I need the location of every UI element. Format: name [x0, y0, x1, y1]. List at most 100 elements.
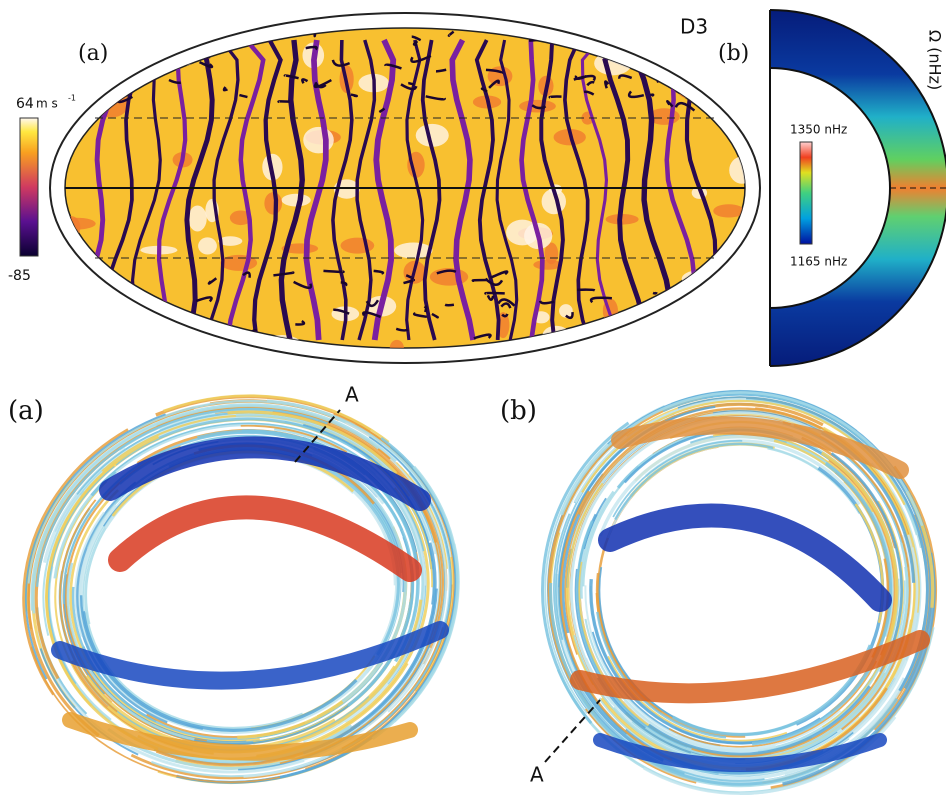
flux-band — [99, 436, 431, 511]
downflow-lane — [423, 305, 428, 313]
field-line — [291, 661, 376, 725]
colorbar — [799, 141, 813, 245]
downflow-lane — [586, 80, 595, 87]
warm-cell — [559, 304, 573, 318]
downflow-lane — [435, 68, 447, 73]
colorbar — [19, 117, 39, 257]
downflow-lane — [484, 291, 505, 295]
downflow-lane — [692, 327, 711, 333]
downflow-lane — [111, 305, 117, 309]
flux-band — [108, 495, 422, 582]
field-line — [27, 399, 347, 584]
field-line — [39, 648, 139, 756]
downflow-lane — [183, 327, 188, 331]
case-label: D3 — [680, 15, 708, 39]
downflow-lane — [604, 80, 610, 89]
field-line — [569, 425, 685, 705]
downflow-lane — [545, 33, 568, 39]
downflow-lane — [737, 268, 745, 275]
downflow-lane — [626, 340, 630, 344]
downflow-lane — [431, 312, 439, 319]
downflow-lane — [701, 343, 708, 348]
warm-cell — [88, 68, 103, 79]
warm-cell — [281, 193, 311, 207]
downflow-lane — [674, 101, 696, 112]
colorbar-max: 1350 nHz — [790, 123, 847, 137]
warm-cell — [506, 219, 539, 246]
downflow-lane — [686, 341, 702, 348]
downflow-lane — [573, 74, 596, 82]
warm-cell — [303, 126, 334, 154]
downflow-lane — [331, 39, 354, 341]
downflow-lane — [355, 39, 377, 341]
downflow-lane — [277, 100, 290, 104]
downflow-lane — [225, 38, 266, 341]
downflow-lane — [618, 74, 633, 80]
field-line — [30, 646, 281, 783]
field-line — [79, 595, 204, 730]
field-line — [584, 585, 841, 750]
flux-band — [62, 712, 418, 761]
warm-cell — [544, 242, 559, 265]
field-line — [614, 442, 774, 521]
warm-cell — [678, 300, 716, 326]
field-line — [668, 660, 878, 748]
downflow-lane — [488, 79, 500, 89]
downflow-lane — [235, 40, 242, 48]
map-border — [49, 12, 761, 364]
field-line — [597, 445, 719, 667]
downflow-lane — [198, 61, 214, 69]
downflow-lane — [449, 38, 476, 341]
downflow-lane — [203, 38, 240, 341]
downflow-lane — [577, 288, 596, 292]
downflow-lane — [384, 63, 402, 70]
downflow-lane — [371, 38, 397, 341]
downflow-lane — [420, 39, 442, 341]
downflow-lane — [278, 39, 305, 341]
downflow-lane — [471, 278, 488, 283]
downflow-lane — [323, 269, 345, 274]
field-line — [595, 592, 663, 714]
field-line — [238, 639, 433, 771]
downflow-lane — [506, 342, 519, 348]
downflow-lane — [489, 270, 509, 279]
downflow-lane — [652, 291, 658, 295]
downflow-lane — [412, 312, 428, 319]
downflow-lane — [565, 312, 574, 320]
downflow-lane — [405, 274, 414, 280]
downflow-lane — [495, 39, 519, 341]
flux-band — [611, 416, 909, 479]
field-line — [541, 421, 630, 725]
warm-cell — [594, 51, 632, 76]
marker: A — [530, 763, 544, 787]
warm-cell — [220, 254, 258, 271]
field-line — [691, 663, 887, 758]
field-line — [865, 501, 894, 637]
field-line — [803, 580, 906, 747]
field-line — [302, 473, 426, 743]
downflow-lane — [305, 45, 318, 51]
downflow-lane — [486, 294, 495, 302]
warm-cell — [519, 99, 556, 113]
field-line — [579, 490, 615, 599]
downflow-lane — [88, 293, 93, 299]
field-line — [31, 404, 380, 614]
downflow-lane — [395, 327, 409, 332]
downflow-lane — [156, 331, 162, 336]
warm-cell — [229, 210, 252, 226]
field-line — [59, 499, 118, 713]
field-line — [662, 393, 871, 448]
warm-cell — [218, 236, 243, 246]
warm-cell — [198, 237, 217, 255]
downflow-lane — [410, 54, 432, 63]
warm-cell — [65, 217, 96, 230]
field-line — [74, 511, 105, 637]
downflow-lane — [303, 39, 329, 341]
field-line — [30, 403, 397, 611]
marker: A — [345, 383, 359, 407]
warm-cell — [65, 28, 85, 37]
downflow-lane — [89, 81, 110, 90]
downflow-lane — [720, 73, 732, 78]
field-line — [42, 467, 106, 636]
downflow-lane — [195, 296, 213, 303]
